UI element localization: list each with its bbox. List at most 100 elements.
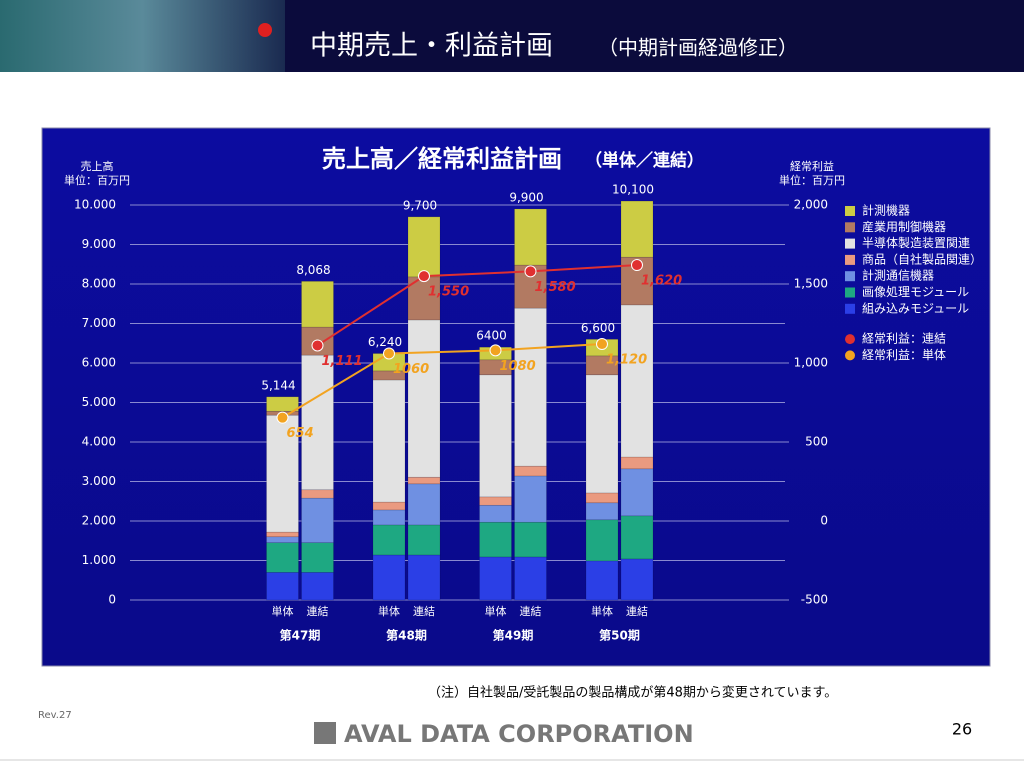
bar-segment xyxy=(479,374,512,498)
bar-segment xyxy=(620,515,654,560)
bar-segment xyxy=(407,216,441,278)
y-tick-label: 1.000 xyxy=(82,553,116,567)
line-value-label: 1,580 xyxy=(535,280,576,295)
bar-segment xyxy=(407,524,441,556)
legend-swatch xyxy=(845,238,855,249)
bar-segment xyxy=(407,554,441,601)
y-tick-label: 0 xyxy=(108,593,116,607)
bar-segment xyxy=(301,572,334,601)
bar-segment xyxy=(266,542,299,573)
bar-segment xyxy=(266,396,299,412)
x-tick-label: 連結 xyxy=(520,604,542,618)
line-point xyxy=(311,339,324,352)
bar-segment xyxy=(585,560,619,601)
group-label: 第47期 xyxy=(280,628,321,643)
bar-segment xyxy=(620,468,654,517)
line-point xyxy=(383,347,395,360)
legend-label: 組み込みモジュール xyxy=(862,301,969,315)
group-label: 第50期 xyxy=(599,628,640,643)
legend-swatch xyxy=(845,350,855,361)
y-tick-label: 5.000 xyxy=(82,395,116,409)
line-point xyxy=(489,344,502,357)
line-value-label: 1,620 xyxy=(641,274,682,289)
y2-tick-label: 500 xyxy=(805,435,828,449)
bar-total-label: 8,068 xyxy=(296,263,330,277)
line-value-label: 1,120 xyxy=(606,353,647,368)
y-tick-label: 6.000 xyxy=(82,356,116,370)
y2-axis-label: 経常利益 xyxy=(790,159,834,173)
x-tick-label: 連結 xyxy=(626,604,648,618)
header-image xyxy=(0,0,285,72)
bar-segment xyxy=(301,542,334,573)
y-axis-label: 売上高 xyxy=(81,159,114,173)
bar-segment xyxy=(620,558,654,601)
bar-segment xyxy=(620,304,654,458)
x-tick-label: 単体 xyxy=(272,604,294,618)
bar-segment xyxy=(266,572,299,601)
revision: Rev.27 xyxy=(38,710,72,721)
line-point xyxy=(524,265,537,278)
legend-swatch xyxy=(845,271,855,282)
y2-tick-label: 0 xyxy=(820,514,828,528)
y-tick-label: 4.000 xyxy=(82,435,116,449)
logo-mark xyxy=(314,722,336,744)
header-image-detail xyxy=(258,23,272,37)
bar-segment xyxy=(407,319,441,478)
bar-segment xyxy=(301,281,334,328)
line xyxy=(316,264,638,347)
legend-label: 商品（自社製品関連） xyxy=(862,251,982,266)
y2-tick-label: 1,500 xyxy=(794,277,828,291)
legend-label: 計測通信機器 xyxy=(862,268,934,283)
y-tick-label: 3.000 xyxy=(82,474,116,488)
legend-label: 産業用制御機器 xyxy=(862,219,946,234)
bar-segment xyxy=(479,504,512,523)
legend-label: 半導体製造装置関連 xyxy=(862,236,970,250)
x-tick-label: 連結 xyxy=(413,604,435,618)
y-axis-unit: 単位：百万円 xyxy=(64,173,130,187)
bar-segment xyxy=(514,521,547,558)
legend-label: 計測機器 xyxy=(862,203,910,218)
bar-segment xyxy=(372,524,406,556)
bar-segment xyxy=(479,496,512,506)
bar-total-label: 9,900 xyxy=(509,190,543,204)
bar-segment xyxy=(301,497,334,543)
legend-swatch xyxy=(845,254,855,265)
legend-swatch xyxy=(845,303,855,314)
line-value-label: 1,111 xyxy=(322,354,363,369)
line-point xyxy=(596,338,608,351)
line-point xyxy=(276,411,289,424)
bar-segment xyxy=(585,519,619,562)
bar-segment xyxy=(266,531,299,538)
bar-segment xyxy=(514,556,547,601)
bar-segment xyxy=(585,502,619,521)
chart-title: 売上高／経常利益計画 xyxy=(322,145,562,173)
line-value-label: 1060 xyxy=(393,362,429,377)
x-tick-label: 単体 xyxy=(485,604,507,618)
group-label: 第48期 xyxy=(386,628,427,643)
legend-swatch xyxy=(845,222,855,233)
line-value-label: 654 xyxy=(287,426,314,441)
bar-segment xyxy=(514,475,547,523)
x-tick-label: 単体 xyxy=(378,604,400,618)
y-tick-label: 8.000 xyxy=(82,277,116,291)
bar-segment xyxy=(620,456,654,470)
y2-axis-unit: 単位：百万円 xyxy=(779,173,845,187)
bar-segment xyxy=(479,521,512,558)
bar-segment xyxy=(585,355,619,376)
bar-segment xyxy=(372,554,406,601)
page-number: 26 xyxy=(952,720,972,739)
slide-subtitle: （中期計画経過修正） xyxy=(598,36,798,60)
bar-segment xyxy=(372,509,406,526)
bar-segment xyxy=(266,536,299,543)
bar-segment xyxy=(407,483,441,526)
bar-total-label: 5,144 xyxy=(261,378,295,392)
legend-label: 画像処理モジュール xyxy=(862,285,969,299)
line-point xyxy=(418,270,430,283)
y-tick-label: 9.000 xyxy=(82,237,116,251)
x-tick-label: 単体 xyxy=(591,604,613,618)
bar-segment xyxy=(301,489,334,499)
company-logo: AVAL DATA CORPORATION xyxy=(344,720,694,748)
bar-segment xyxy=(407,476,441,485)
line-value-label: 1,550 xyxy=(428,285,469,300)
